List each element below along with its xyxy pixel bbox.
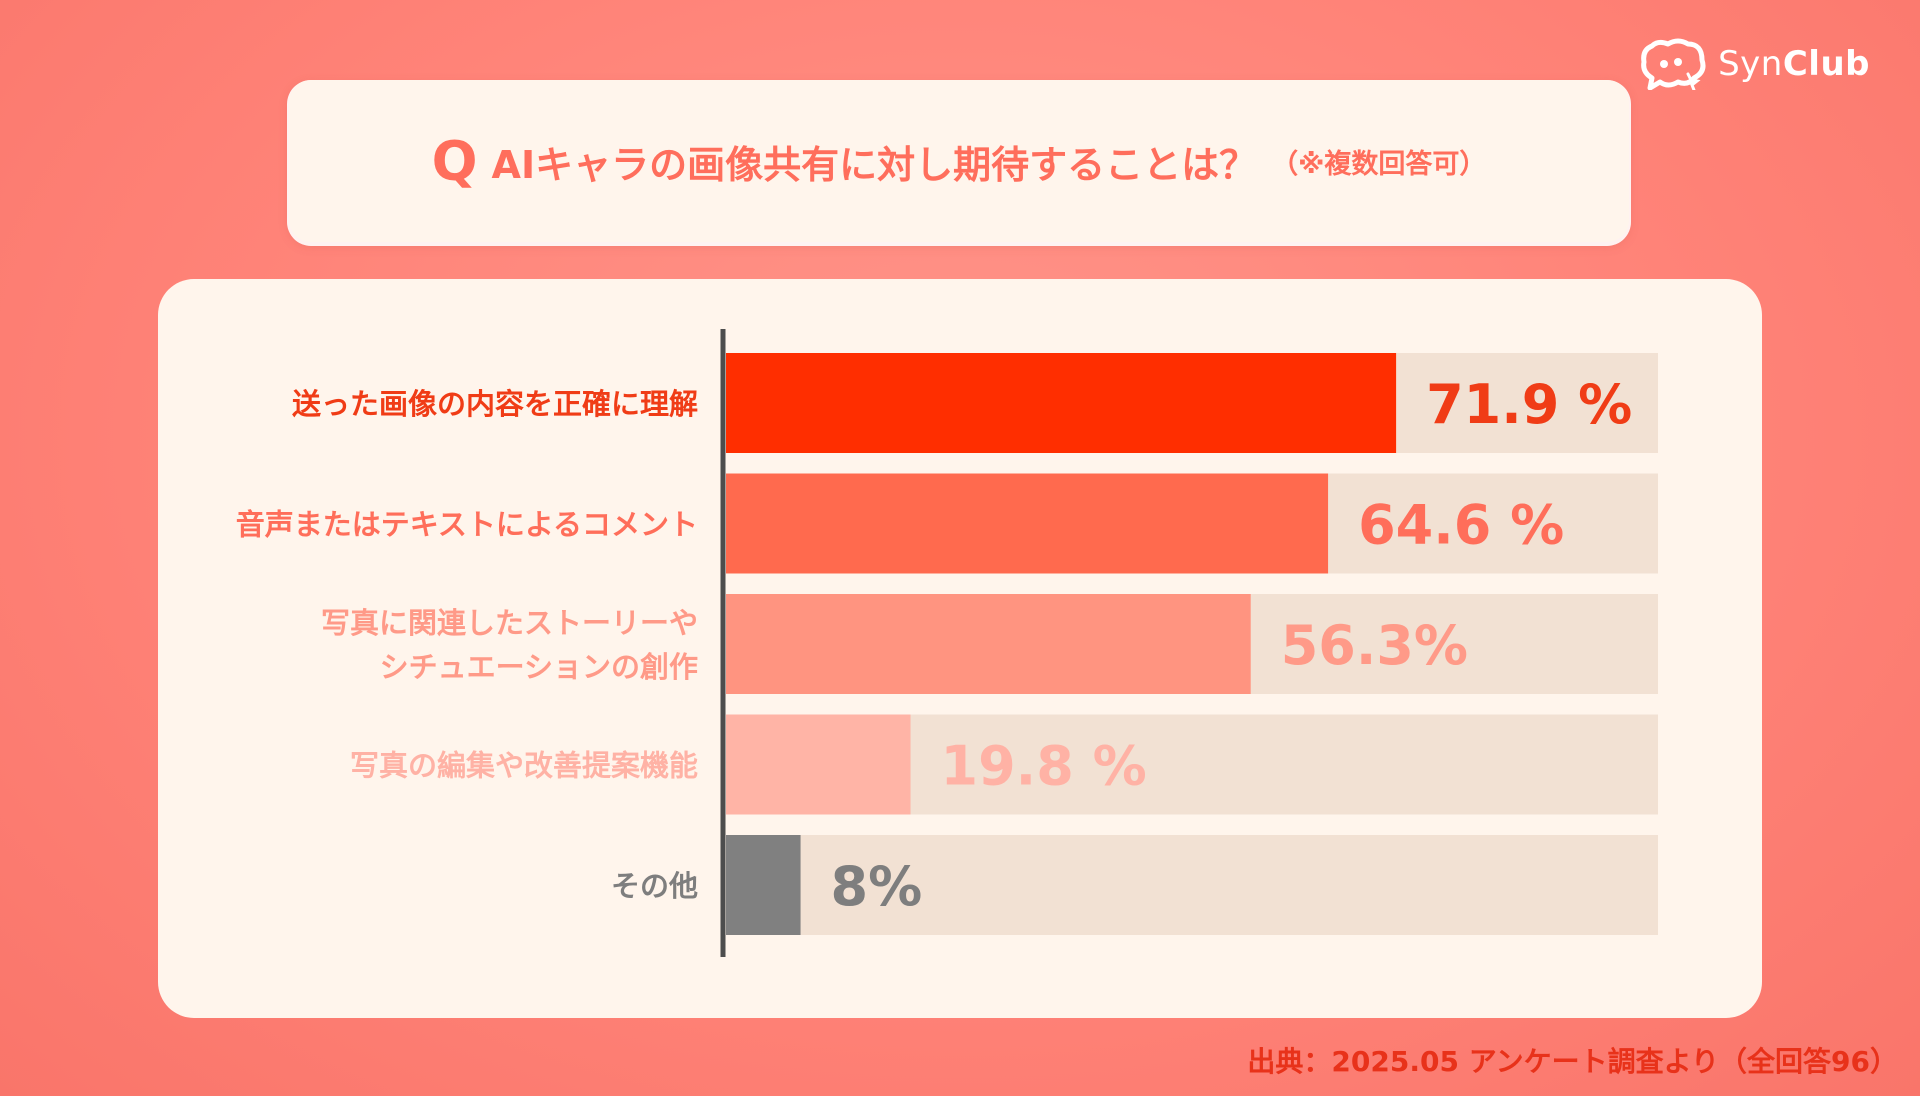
- bar-chart: 71.9 % 送った画像の内容を正確に理解 64.6 % 音声またはテキストによるコメ…: [236, 329, 1658, 957]
- bar-2: [726, 594, 1251, 694]
- category-label-2-line-1: シチュエーションの創作: [380, 650, 698, 684]
- data-label-0: 71.9 %: [1426, 373, 1632, 436]
- bar-4: [726, 835, 801, 935]
- data-label-1: 64.6 %: [1358, 494, 1564, 557]
- category-label-4: その他: [611, 869, 698, 903]
- data-label-4: 8%: [831, 855, 923, 918]
- brand-name-bold: Club: [1782, 44, 1870, 84]
- category-label-3: 写真の編集や改善提案機能: [350, 749, 698, 783]
- category-label-2-line-0: 写真に関連したストーリーや: [321, 606, 698, 640]
- data-label-3: 19.8 %: [941, 735, 1147, 798]
- bar-track-4: [726, 835, 1658, 935]
- category-label-1: 音声またはテキストによるコメント: [236, 508, 698, 542]
- brand-logo: SynClub: [1638, 36, 1870, 92]
- source-note: 出典：2025.05 アンケート調査より（全回答96）: [1247, 1045, 1898, 1078]
- data-label-2: 56.3%: [1281, 614, 1468, 677]
- question-note: （※複数回答可）: [1271, 148, 1487, 180]
- brand-name-light: Syn: [1718, 44, 1783, 84]
- chat-bubble-face-icon: [1641, 38, 1706, 90]
- question-title-box: Q AIキャラの画像共有に対し期待することは？ （※複数回答可）: [289, 80, 1629, 242]
- question-prefix: Q: [431, 129, 478, 193]
- brand-name: SynClub: [1718, 44, 1870, 84]
- category-label-0: 送った画像の内容を正確に理解: [292, 387, 698, 421]
- question-text: AIキャラの画像共有に対し期待することは？: [491, 142, 1258, 187]
- bar-0: [726, 353, 1397, 453]
- bar-1: [726, 473, 1329, 574]
- chart-panel: 71.9 % 送った画像の内容を正確に理解 64.6 % 音声またはテキストによるコメ…: [158, 279, 1762, 1018]
- bar-3: [726, 714, 911, 815]
